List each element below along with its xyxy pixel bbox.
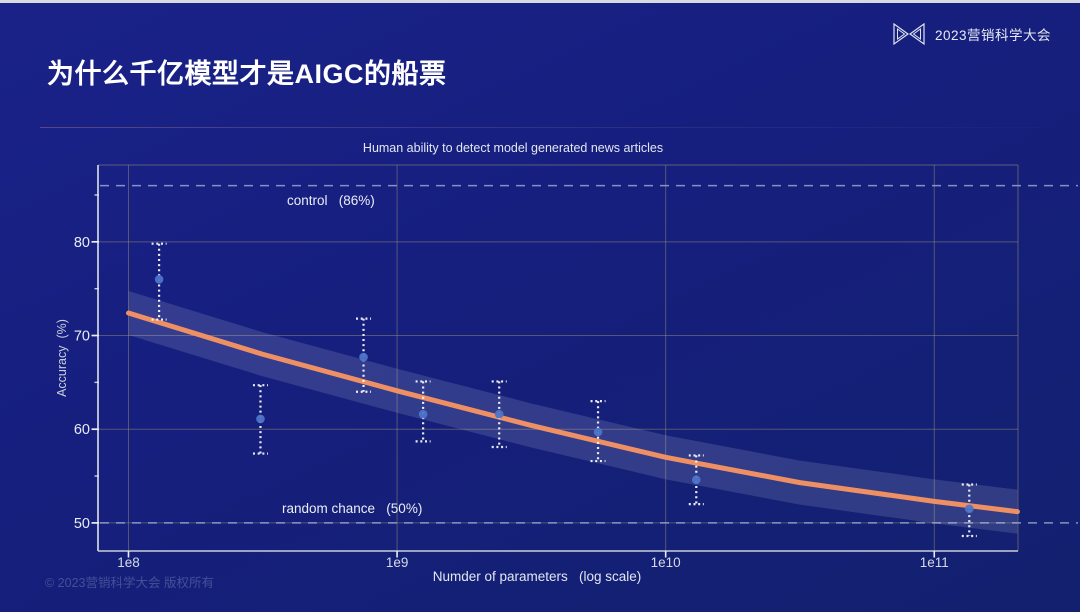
slide-title: 为什么千亿模型才是AIGC的船票 — [47, 59, 447, 89]
trend-line — [125, 310, 1020, 515]
y-tick-label-80: 80 — [74, 235, 90, 251]
data-point-7 — [964, 504, 974, 514]
x-tick-label-1e11: 1e11 — [920, 555, 949, 570]
x-tick-label-1e10: 1e10 — [651, 555, 681, 570]
confidence-band — [128, 291, 1018, 534]
y-tick-label-70: 70 — [74, 329, 90, 345]
y-axis-label: Accuracy (%) — [55, 319, 69, 397]
y-tick-label-60: 60 — [74, 422, 90, 438]
logo-text: 2023营销科学大会 — [934, 28, 1051, 43]
y-tick-label-50: 50 — [74, 516, 90, 532]
window-top-edge — [0, 0, 1080, 3]
data-point-0 — [154, 275, 164, 284]
data-point-1 — [256, 414, 265, 424]
bowtie-m-logo-icon — [892, 21, 926, 47]
data-point-4 — [494, 409, 504, 419]
data-point-5 — [593, 427, 603, 437]
x-tick-label-1e9: 1e9 — [386, 555, 409, 570]
data-point-2 — [359, 352, 368, 362]
data-point-3 — [418, 409, 428, 419]
annotation-random-chance-label: random chance (50%) — [282, 501, 423, 516]
event-logo: 2023营销科学大会 — [892, 21, 1051, 47]
chart-title: Human ability to detect model generated … — [362, 141, 664, 155]
title-divider — [40, 127, 1040, 128]
data-point-6 — [691, 475, 701, 485]
annotation-control-label: control (86%) — [287, 193, 375, 208]
x-axis-label: Numder of parameters (log scale) — [432, 569, 642, 584]
x-tick-label-1e8: 1e8 — [117, 555, 140, 570]
copyright-text: © 2023营销科学大会 版权所有 — [45, 576, 214, 590]
